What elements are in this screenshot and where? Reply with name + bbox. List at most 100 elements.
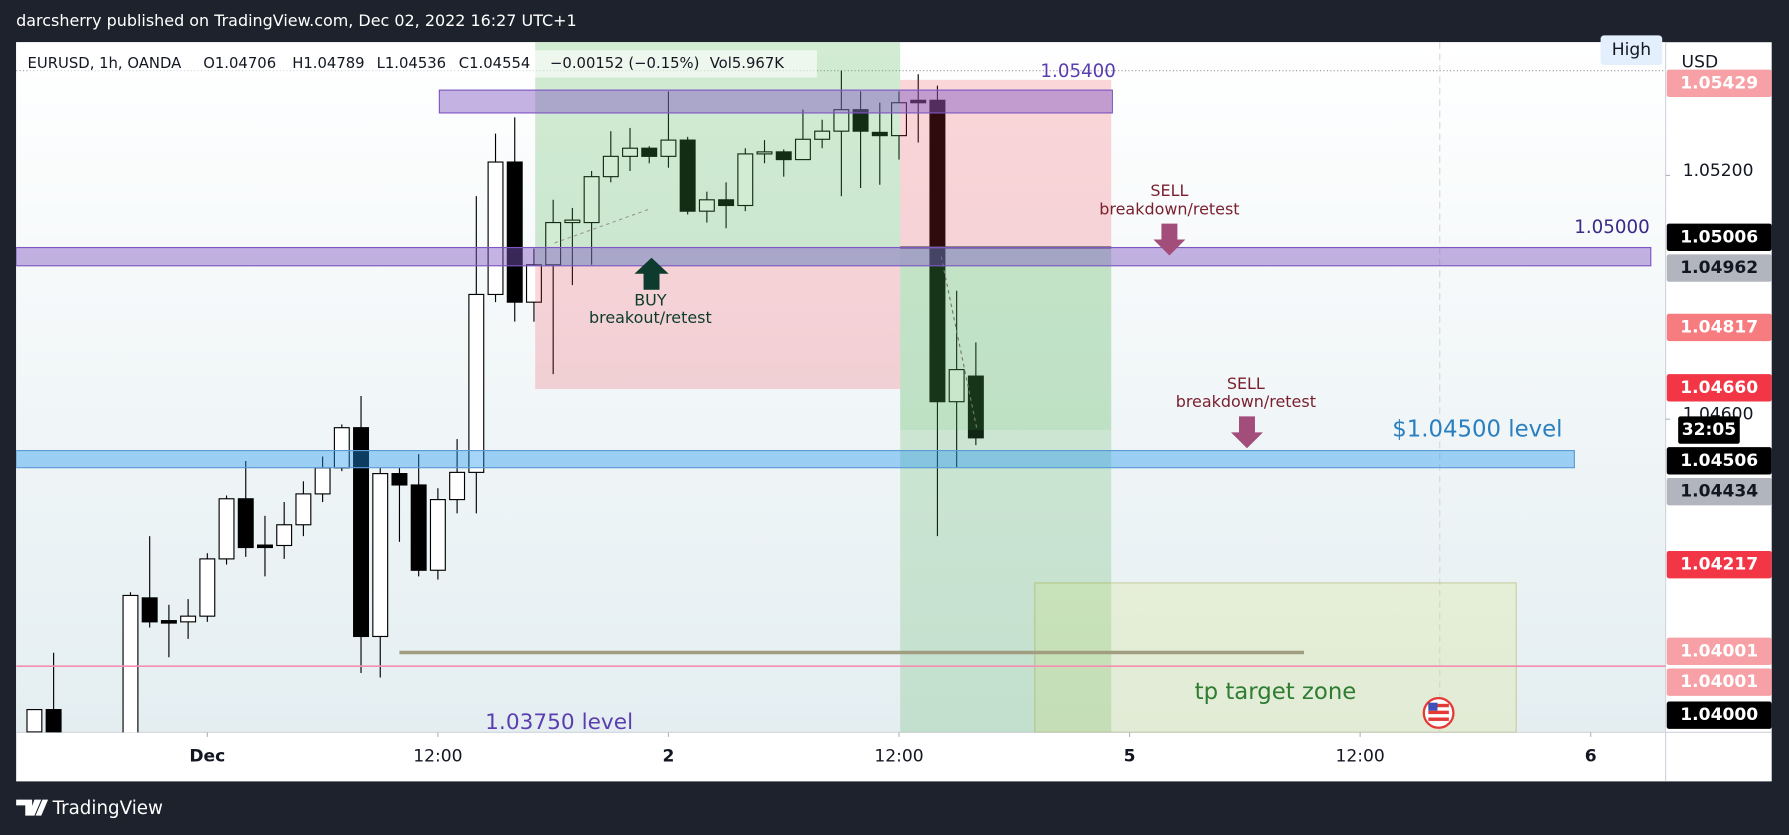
high-button[interactable] — [1600, 35, 1663, 66]
candle-body — [180, 615, 197, 623]
y-tick-label: 1.05200 — [1683, 161, 1754, 181]
annotations: 1.05400 1.05000 $1.04500 level 1.03750 leve… — [485, 61, 1650, 735]
candle-body — [314, 467, 331, 495]
price-tag-label: 1.05429 — [1680, 73, 1758, 93]
breakout-band — [16, 246, 1652, 267]
price-tag-label: 1.04962 — [1680, 258, 1758, 278]
support-band — [16, 450, 1575, 469]
flag-icon — [1422, 696, 1455, 729]
x-tick-label: 2 — [662, 746, 674, 766]
candle-body — [967, 375, 984, 439]
candle-body — [775, 151, 792, 161]
candle-body — [26, 709, 43, 733]
trade-path — [940, 256, 978, 428]
candle-body — [218, 498, 235, 560]
short-profit-zone — [900, 247, 1112, 431]
price-tag-label: 1.04217 — [1680, 555, 1758, 575]
price-tag — [1666, 447, 1772, 475]
candles — [26, 70, 984, 733]
price-tag-label: 1.04001 — [1680, 672, 1758, 692]
brand-name: TradingView — [52, 798, 163, 819]
x-tick-label: 6 — [1585, 746, 1597, 766]
long-stop-zone — [535, 265, 901, 389]
candle-body — [871, 131, 888, 137]
annotation: tp target zone — [1195, 679, 1357, 705]
x-tick-label: 12:00 — [413, 746, 462, 766]
candle-body — [256, 544, 273, 549]
price-tag — [1678, 416, 1740, 444]
candle-body — [506, 161, 523, 303]
candle-body — [622, 147, 639, 157]
candle-body — [410, 484, 427, 571]
legend-low: L1.04536 — [377, 55, 447, 72]
price-tag — [1666, 223, 1772, 251]
price-tag — [1666, 668, 1772, 696]
annotation: breakdown/retest — [1176, 392, 1316, 411]
annotation: BUY — [634, 291, 667, 310]
candle-body — [852, 109, 869, 132]
candle-body — [929, 99, 946, 403]
sell-arrow — [1231, 416, 1263, 449]
candle-body — [199, 558, 216, 617]
brand: TradingView — [16, 798, 163, 819]
flag-canton — [1428, 702, 1438, 711]
x-tick-label: Dec — [189, 746, 225, 766]
candle-body — [564, 219, 581, 224]
candle-body — [468, 293, 485, 473]
candle-body — [756, 151, 773, 155]
annotation: 1.05000 — [1574, 217, 1649, 238]
candle-body — [660, 139, 677, 157]
candle-body — [814, 130, 831, 140]
candle-body — [583, 176, 600, 224]
annotation: 1.03750 level — [485, 710, 633, 735]
legend-close: C1.04554 — [459, 55, 531, 72]
candle-body — [737, 153, 754, 207]
candle-body — [141, 597, 158, 623]
price-tag — [1666, 254, 1772, 282]
candle-body — [910, 99, 927, 104]
candle-body — [718, 199, 735, 207]
candle-body — [487, 161, 504, 296]
candle-body — [449, 471, 466, 501]
candle-body — [372, 473, 389, 638]
flag-stripe — [1428, 710, 1449, 715]
candle-body — [679, 139, 696, 212]
high-button-label[interactable]: High — [1612, 40, 1651, 60]
candle-body — [545, 221, 562, 266]
legend-open: O1.04706 — [203, 55, 276, 72]
candle-body — [698, 199, 715, 212]
annotation: 1.05400 — [1040, 61, 1115, 82]
symbol: EURUSD, 1h, OANDA — [28, 55, 183, 72]
price-tag-label: 1.04000 — [1680, 705, 1758, 725]
annotation: SELL — [1150, 181, 1188, 200]
legend: EURUSD, 1h, OANDA O1.04706 H1.04789 L1.0… — [28, 55, 786, 72]
annotation: breakdown/retest — [1099, 199, 1239, 218]
legend-bg — [27, 50, 817, 78]
candle-body — [237, 498, 254, 549]
candle-body — [833, 109, 850, 132]
brand-logo — [16, 799, 49, 816]
resistance-band — [438, 89, 1113, 114]
price-tag-label: 32:05 — [1682, 420, 1736, 440]
price-tag-label: 1.04817 — [1680, 317, 1758, 337]
candle-body — [45, 709, 62, 733]
price-tag — [1666, 701, 1772, 729]
flag-stripe — [1428, 717, 1449, 721]
legend-high: H1.04789 — [292, 55, 364, 72]
price-tag — [1666, 313, 1772, 342]
published-line: darcsherry published on TradingView.com,… — [16, 11, 577, 30]
price-tag — [1666, 69, 1772, 97]
candle-body — [295, 493, 312, 526]
price-tag-label: 1.04434 — [1680, 482, 1758, 502]
annotation: breakout/retest — [589, 308, 712, 327]
candle-body — [948, 369, 965, 403]
price-tag-label: 1.04001 — [1680, 641, 1758, 661]
candle-body — [891, 102, 907, 137]
price-tag — [1666, 477, 1772, 506]
x-tick-label: 12:00 — [874, 746, 923, 766]
x-tick-label: 12:00 — [1335, 746, 1384, 766]
price-tag-label: 1.04660 — [1680, 378, 1758, 398]
